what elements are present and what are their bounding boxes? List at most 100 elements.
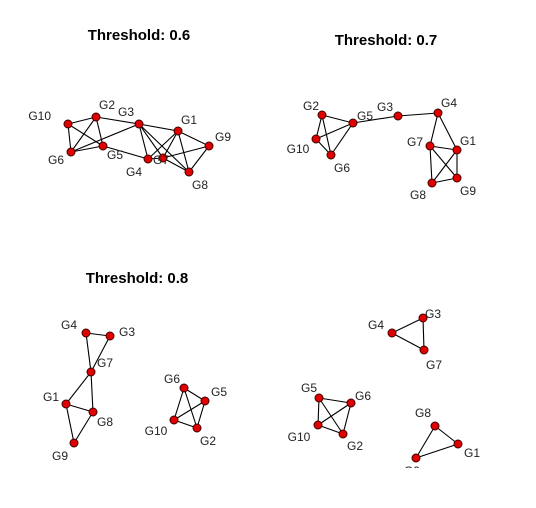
panel-title: Threshold: 0.8: [86, 270, 189, 287]
node-label-g8: G8: [97, 415, 113, 429]
node-label-g4: G4: [61, 318, 77, 332]
panel-title: Threshold: 0.6: [88, 27, 191, 44]
node-label-g5: G5: [357, 109, 373, 123]
node-label-g6: G6: [334, 161, 350, 175]
edge-g3-g4: [138, 123, 149, 160]
node-g7: [419, 345, 429, 355]
node-label-g6: G6: [48, 153, 64, 167]
node-label-g9: G9: [404, 464, 420, 478]
edge-g5-g2: [196, 400, 206, 429]
node-g7: [425, 141, 435, 151]
node-label-g7: G7: [426, 358, 442, 372]
node-g10: [63, 119, 73, 129]
node-label-g4: G4: [368, 318, 384, 332]
node-g5: [348, 118, 358, 128]
node-label-g10: G10: [28, 109, 51, 123]
edge-g7-g1: [162, 130, 179, 159]
edge-g8-g9: [73, 411, 94, 444]
node-g4: [143, 154, 153, 164]
node-g4: [81, 328, 91, 338]
node-label-g9: G9: [460, 184, 476, 198]
edge-g1-g9: [65, 403, 75, 444]
edge-g1-g8: [431, 149, 458, 184]
node-g6: [66, 147, 76, 157]
edge-g7-g9: [162, 145, 210, 159]
node-label-g1: G1: [460, 134, 476, 148]
panel-title: Threshold: 0.7: [335, 32, 438, 49]
node-label-g3: G3: [425, 307, 441, 321]
node-label-g9: G9: [215, 130, 231, 144]
node-label-g4: G4: [126, 165, 142, 179]
node-g3: [105, 331, 115, 341]
edge-g5-g6: [318, 397, 352, 404]
edge-g6-g10: [173, 387, 185, 421]
edge-g2-g6: [70, 116, 97, 153]
node-g10: [169, 415, 179, 425]
edge-g6-g2: [183, 387, 198, 429]
edge-g6-g5: [70, 145, 104, 153]
node-label-g2: G2: [99, 98, 115, 112]
node-label-g10: G10: [145, 424, 168, 438]
node-g3: [134, 119, 144, 129]
edge-g7-g8: [162, 157, 190, 173]
edge-g2-g5: [321, 114, 354, 124]
edge-g3-g7: [90, 335, 111, 373]
node-g10: [311, 134, 321, 144]
node-label-g3: G3: [118, 105, 134, 119]
node-label-g5: G5: [211, 385, 227, 399]
edge-g8-g1: [434, 425, 459, 445]
edge-g7-g1: [429, 145, 458, 151]
node-label-g4: G4: [441, 96, 457, 110]
edge-g6-g5: [330, 122, 354, 156]
node-g3: [393, 111, 403, 121]
node-label-g8: G8: [192, 178, 208, 192]
edge-g3-g4: [397, 112, 439, 117]
node-g8: [430, 421, 440, 431]
edge-g2-g5: [95, 116, 104, 147]
edge-g3-g8: [138, 123, 190, 173]
node-g6: [179, 383, 189, 393]
edge-g5-g10: [317, 397, 320, 426]
node-g9: [69, 438, 79, 448]
edge-g7-g8: [90, 371, 94, 413]
edge-g5-g10: [173, 400, 206, 421]
node-g7: [86, 367, 96, 377]
node-g9: [411, 453, 421, 463]
node-g8: [184, 167, 194, 177]
edge-g10-g5: [315, 122, 354, 140]
edge-g4-g7: [391, 332, 425, 351]
edge-g10-g5: [67, 123, 104, 147]
edge-g4-g1: [147, 130, 179, 160]
node-g2: [91, 112, 101, 122]
node-label-g5: G5: [107, 148, 123, 162]
edge-g3-g1: [138, 123, 179, 132]
node-g1: [453, 439, 463, 449]
node-label-g3: G3: [119, 325, 135, 339]
node-g5: [98, 141, 108, 151]
edge-g2-g3: [95, 116, 140, 125]
panel-threshold-0-9: Threshold: 0.9 G4 G3 G7 G5 G6 G10 G2 G8 G1 G9: [288, 307, 481, 478]
edge-g1-g9: [177, 130, 210, 147]
node-label-g10: G10: [288, 430, 311, 444]
node-label-g5: G5: [301, 381, 317, 395]
node-g6: [326, 150, 336, 160]
node-label-g9: G9: [52, 449, 68, 463]
edge-g4-g7: [85, 332, 92, 373]
edge-g6-g10: [317, 402, 352, 426]
edge-g4-g3: [391, 317, 424, 334]
edge-g9-g8: [188, 145, 210, 173]
node-g2: [192, 423, 202, 433]
edge-g5-g4: [102, 145, 149, 160]
node-label-g7: G7: [407, 135, 423, 149]
node-label-g10: G10: [287, 142, 310, 156]
edge-g1-g9: [415, 443, 459, 459]
node-label-g1: G1: [43, 390, 59, 404]
edge-g3-g7: [422, 317, 425, 351]
edge-g7-g8: [429, 145, 433, 184]
edge-g3-g7: [138, 123, 164, 159]
node-g1: [61, 399, 71, 409]
node-g1: [173, 126, 183, 136]
edge-g8-g9: [415, 425, 436, 459]
